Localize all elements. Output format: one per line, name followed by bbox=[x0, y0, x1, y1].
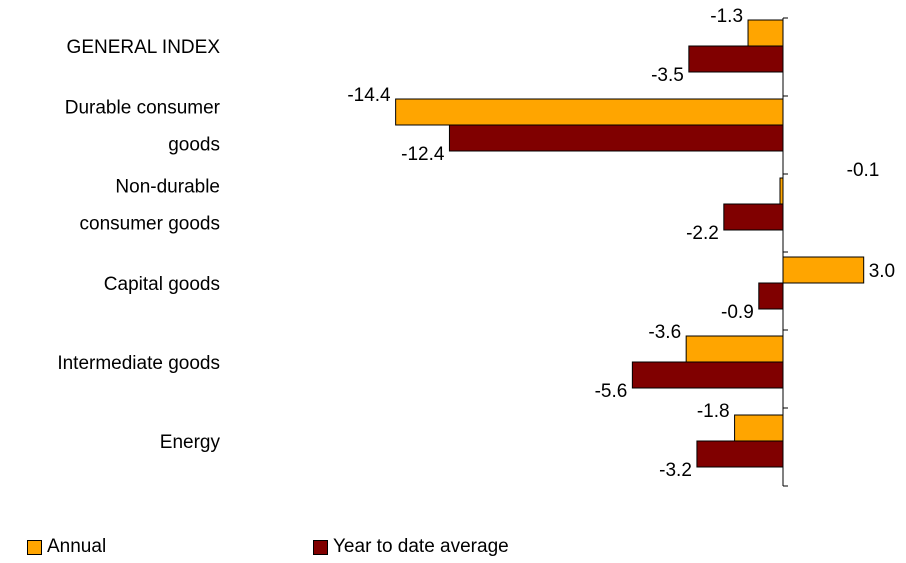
data-label-ytd: -5.6 bbox=[595, 381, 628, 402]
data-label-ytd: -3.5 bbox=[651, 65, 684, 86]
data-label-annual: -0.1 bbox=[847, 160, 880, 181]
data-label-annual: -3.6 bbox=[648, 322, 681, 343]
legend-label-annual: Annual bbox=[47, 536, 107, 557]
data-label-annual: 3.0 bbox=[869, 261, 895, 282]
legend-item-ytd: Year to date average bbox=[313, 536, 509, 558]
category-label: goods bbox=[168, 135, 220, 156]
bar-ytd bbox=[688, 45, 784, 73]
data-label-annual: -1.8 bbox=[697, 401, 730, 422]
category-label: Intermediate goods bbox=[57, 353, 220, 374]
category-label: Durable consumer bbox=[65, 98, 221, 119]
category-label: Non-durable bbox=[115, 177, 220, 198]
category-label: Energy bbox=[160, 432, 221, 453]
value-labels: -1.3 -3.5 -14.4 -12.4 -0.1 -2.2 3.0 -0.9 -3.6 -5.… bbox=[347, 6, 895, 481]
value-axis bbox=[782, 17, 788, 487]
bar-annual bbox=[734, 414, 784, 442]
legend-swatch-ytd bbox=[313, 539, 328, 555]
data-label-annual: -1.3 bbox=[710, 6, 743, 27]
category-labels: GENERAL INDEX Durable consumer goods Non-du… bbox=[57, 37, 220, 453]
category-label: consumer goods bbox=[80, 214, 220, 235]
bar-annual bbox=[747, 19, 784, 47]
bar-annual bbox=[685, 335, 784, 363]
bars bbox=[395, 19, 865, 468]
bar-annual bbox=[395, 98, 784, 126]
bar-annual bbox=[782, 256, 865, 284]
bar-annual bbox=[779, 177, 784, 205]
data-label-ytd: -3.2 bbox=[659, 460, 692, 481]
bar-ytd bbox=[696, 440, 784, 468]
legend-swatch-annual bbox=[27, 539, 42, 555]
legend-label-ytd: Year to date average bbox=[333, 536, 509, 557]
bar-ytd bbox=[631, 361, 784, 389]
category-label: GENERAL INDEX bbox=[67, 37, 221, 58]
data-label-ytd: -0.9 bbox=[721, 302, 754, 323]
bar-ytd bbox=[448, 124, 784, 152]
category-label: Capital goods bbox=[104, 274, 220, 295]
bar-ytd bbox=[723, 203, 784, 231]
data-label-annual: -14.4 bbox=[347, 85, 391, 106]
legend-item-annual: Annual bbox=[27, 536, 106, 558]
data-label-ytd: -12.4 bbox=[401, 144, 445, 165]
data-label-ytd: -2.2 bbox=[686, 223, 719, 244]
bar-ytd bbox=[758, 282, 784, 310]
